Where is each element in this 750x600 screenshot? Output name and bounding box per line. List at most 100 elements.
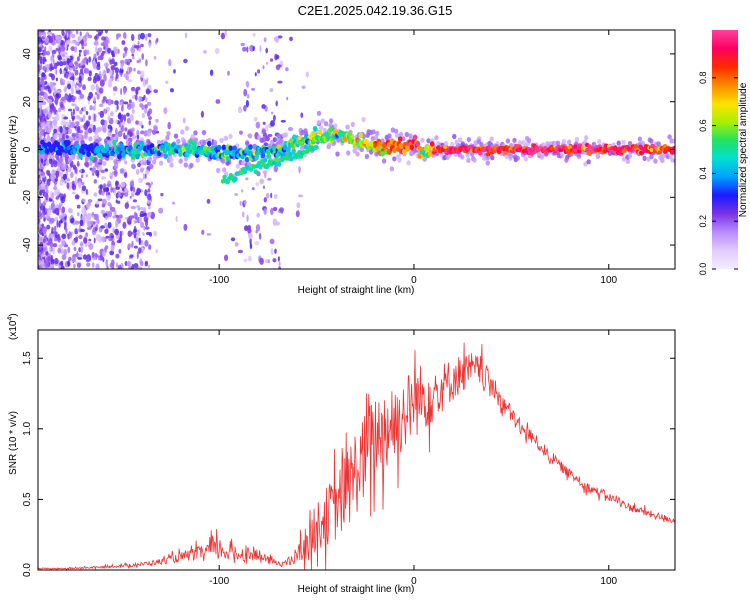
spectrogram-halo-blob [49, 124, 54, 130]
spectrogram-noise-blob [81, 185, 87, 192]
spectrogram-noise-blob [220, 32, 226, 40]
spectrogram-noise-blob [115, 109, 118, 113]
spectrogram-noise-blob [115, 253, 120, 259]
spectrogram-noise-blob [97, 198, 103, 202]
spectrogram-noise-blob [140, 260, 144, 267]
spectrogram-ridge-cell [119, 143, 124, 149]
spectrogram-noise-blob [100, 254, 103, 261]
spectrogram-halo-blob [390, 127, 395, 133]
spectrogram-ridge-cell [358, 132, 364, 139]
spectrogram-ridge-cell [503, 150, 509, 155]
spectrogram-noise-blob [54, 257, 59, 265]
spectrogram-halo-blob [183, 162, 188, 168]
spectrogram-noise-blob [239, 200, 242, 206]
spectrogram-noise-blob [131, 33, 135, 42]
spectrogram-halo-blob [43, 154, 49, 160]
spectrogram-halo-blob [283, 132, 288, 138]
spectrogram-noise-blob [85, 188, 88, 195]
spectrogram-noise-blob [95, 254, 99, 258]
spectrogram-plot-area [38, 30, 675, 269]
spectrogram-noise-blob [87, 76, 92, 82]
spectrogram-halo-blob [71, 132, 76, 138]
spectrogram-noise-blob [38, 102, 42, 109]
snr-multiplier-base: (x10 [8, 320, 19, 340]
spectrogram-noise-blob [60, 177, 64, 183]
spectrogram-halo-blob [67, 157, 72, 163]
spectrogram-noise-blob [116, 34, 119, 40]
spectrogram-noise-blob [51, 192, 55, 199]
spectrogram-halo-blob [189, 162, 194, 168]
colorbar-ticks: 0.0 0.2 0.4 0.6 0.8 [698, 72, 738, 275]
spectrogram-noise-blob [93, 61, 97, 68]
spectrogram-halo-blob [574, 136, 580, 143]
spectrogram-halo-blob [247, 133, 253, 139]
spectrogram-noise-blob [144, 107, 148, 114]
spectrogram-noise-blob [131, 240, 134, 248]
spectrogram-noise-blob [104, 168, 109, 172]
spectrogram-noise-blob [109, 250, 115, 256]
spectrogram-noise-blob [117, 130, 123, 137]
spectrogram-halo-blob [45, 169, 51, 175]
spectrogram-noise-blob [50, 263, 55, 269]
spectrogram-noise-blob [88, 243, 94, 251]
spectrogram-halo-blob [512, 137, 517, 143]
spectrogram-noise-blob [243, 105, 247, 112]
spectrogram-halo-blob [97, 126, 102, 132]
spectrogram-noise-blob [144, 189, 148, 197]
spectrogram-noise-blob [56, 220, 59, 228]
spectrogram-noise-blob [273, 114, 276, 122]
spectrogram-noise-blob [285, 67, 289, 72]
spectrogram-noise-blob [77, 256, 83, 260]
spectrogram-noise-blob [141, 53, 144, 60]
spectrogram-halo-blob [642, 155, 647, 161]
spectrogram-halo-blob [184, 125, 190, 131]
spectrogram-noise-blob [115, 72, 119, 79]
spectrogram-branch-cell [277, 162, 282, 167]
spectrogram-halo-blob [526, 137, 532, 144]
spectrogram-noise-blob [54, 234, 58, 239]
spectrogram-branch-cell [220, 178, 226, 184]
spectrogram-noise-blob [133, 245, 138, 249]
spectrogram-noise-blob [298, 194, 303, 198]
spectrogram-noise-blob [101, 203, 106, 208]
spectrogram-noise-blob [280, 119, 286, 123]
spectrogram-halo-blob [371, 129, 376, 135]
spectrogram-noise-blob [279, 207, 284, 213]
spectrogram-noise-blob [147, 196, 151, 200]
spectrogram-noise-blob [97, 55, 102, 61]
spectrogram-noise-blob [51, 85, 56, 91]
spectrogram-noise-blob [136, 251, 139, 259]
spectrogram-ridge-cell [308, 134, 313, 140]
spectrogram-noise-blob [158, 207, 164, 214]
spectrogram-noise-blob [88, 115, 91, 121]
spectrogram-noise-blob [248, 255, 252, 262]
spectrogram-noise-blob [153, 89, 158, 93]
spectrogram-ridge-cell [248, 144, 253, 150]
spectrogram-noise-blob [60, 260, 64, 266]
spectrogram-branch-cell [222, 174, 227, 180]
spectrogram-noise-blob [45, 193, 49, 201]
spectrogram-noise-blob [147, 211, 152, 217]
spectrogram-xtick-label: -100 [209, 275, 229, 286]
spectrogram-noise-blob [258, 232, 262, 240]
spectrogram-noise-blob [133, 67, 136, 72]
spectrogram-noise-blob [209, 69, 214, 76]
spectrogram-noise-blob [44, 80, 48, 85]
spectrogram-noise-blob [79, 125, 85, 129]
figure-title: C2E1.2025.042.19.36.G15 [298, 3, 453, 18]
spectrogram-noise-blob [60, 265, 65, 269]
spectrogram-noise-blob [113, 92, 116, 96]
spectrogram-noise-blob [138, 216, 142, 224]
spectrogram-noise-blob [61, 233, 67, 240]
snr-xtick-label: 0 [411, 576, 417, 587]
spectrogram-noise-blob [50, 55, 54, 63]
spectrogram-noise-blob [95, 83, 99, 91]
spectrogram-noise-blob [271, 111, 274, 115]
spectrogram-noise-blob [80, 246, 84, 254]
spectrogram-noise-blob [129, 195, 132, 199]
spectrogram-halo-blob [392, 156, 397, 162]
spectrogram-noise-blob [137, 229, 141, 237]
spectrogram-halo-blob [365, 132, 370, 138]
spectrogram-noise-blob [112, 215, 117, 219]
